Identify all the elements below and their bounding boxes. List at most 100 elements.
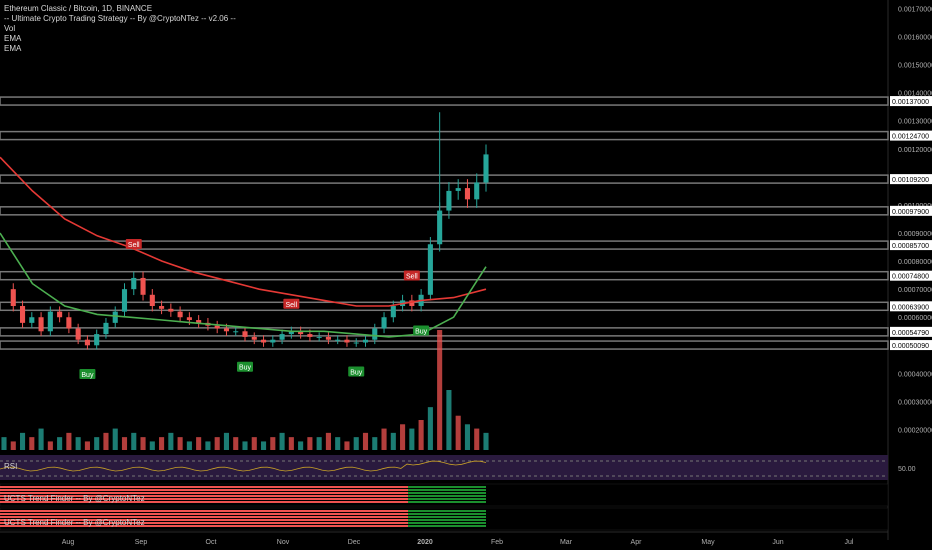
candle-body [279,334,285,340]
volume-bar [168,432,174,450]
trend-finder-1-red-stripe [0,492,408,494]
volume-bar [251,437,257,450]
level-tag [890,240,932,251]
volume-bar [446,390,452,450]
candle-body [390,306,396,318]
x-tick-label: Mar [560,539,573,546]
candle-body [325,336,331,340]
level-band [0,340,889,350]
candle-body [10,289,16,307]
y-tick-label: 0.00120000 [898,147,932,154]
volume-bar [112,428,118,450]
x-tick-label: May [701,539,715,546]
candle-body [131,277,137,290]
volume-bar [474,428,480,450]
level-tag [890,326,932,337]
signal-label: Sell [406,273,418,280]
volume-bar [19,432,26,450]
level-tag [890,205,932,216]
level-tag [890,270,932,281]
volume-bar [288,437,294,450]
volume-bar [131,432,137,450]
level-tag [890,96,932,107]
level-tag [890,174,932,185]
candle-body [19,306,26,323]
candle-body [94,334,100,346]
candle-body [270,339,276,343]
candle-body [344,339,350,343]
trend-finder-1-red-stripe [0,486,408,488]
y-tick-label: 0.00090000 [898,231,932,238]
y-tick-label: 0.00150000 [898,63,932,70]
candle-body [38,317,44,332]
volume-bar [242,441,248,450]
x-tick-label: Feb [491,539,503,546]
rsi-label: RSI [4,462,18,471]
volume-bar [1,437,7,450]
level-band [0,240,889,250]
trend-finder-2-red-stripe [0,525,408,527]
candle-body [307,334,313,337]
y-tick-label: 0.00030000 [898,399,932,406]
volume-bar [270,437,276,450]
volume-bar [483,432,489,450]
candle-body [260,339,267,343]
legend-title: Ethereum Classic / Bitcoin, 1D, BINANCE [4,4,153,13]
volume-bar [298,441,304,450]
x-tick-label: Sep [135,539,148,546]
y-tick-label: 0.00140000 [898,91,932,98]
candle-body [140,277,146,295]
signal-label: Buy [239,365,252,372]
y-tick-label: 0.00170000 [898,6,932,13]
legend-ema-2: EMA [4,44,22,53]
volume-bar [57,437,63,450]
volume-bar [381,428,387,450]
volume-bar [362,432,369,450]
volume-bar [10,441,16,450]
level-band [0,206,889,216]
volume-bar [223,432,230,450]
y-tick-label: 0.00040000 [898,371,932,378]
trend-finder-2-green-stripe [408,510,486,512]
volume-bar [177,437,183,450]
volume-bar [149,441,155,450]
volume-bar [29,437,35,450]
volume-bar [455,415,461,450]
volume-bar [344,441,350,450]
level-label: 0.00109200 [892,177,929,184]
volume-bar [214,437,220,450]
candle-body [242,331,248,337]
candle-body [177,311,183,318]
trend-finder-2-green-stripe [408,516,486,518]
y-tick-label: 0.00160000 [898,34,932,41]
volume-bar [325,432,331,450]
volume-bar [307,437,313,450]
trend-finder-2-label: UCTS Trend Finder -- By @CryptoNTez [4,518,145,527]
candle-body [474,182,480,200]
trend-finder-1-green-stripe [408,492,486,494]
legend-ema-1: EMA [4,34,22,43]
trend-finder-1-green-stripe [408,498,486,500]
x-tick-label: Nov [277,539,290,546]
candle-body [353,342,359,344]
volume-bar [400,424,406,450]
volume-bar [316,437,322,450]
volume-bar [279,432,285,450]
candle-body [251,336,257,340]
volume-bar [121,437,128,450]
trend-finder-2-green-stripe [408,513,486,515]
volume-bar [140,437,146,450]
candle-body [168,308,174,312]
signal-label: Sell [128,242,140,249]
y-tick-label: 0.00060000 [898,315,932,322]
level-band [0,96,889,106]
volume-bar [94,437,100,450]
level-band [0,174,889,184]
trend-finder-2-green-stripe [408,522,486,524]
candle-body [29,317,35,323]
x-tick-label: Oct [206,539,217,546]
trend-finder-1-red-stripe [0,498,408,500]
level-tag [890,301,932,312]
trend-finder-2-red-stripe [0,510,408,512]
candle-body [47,311,53,332]
